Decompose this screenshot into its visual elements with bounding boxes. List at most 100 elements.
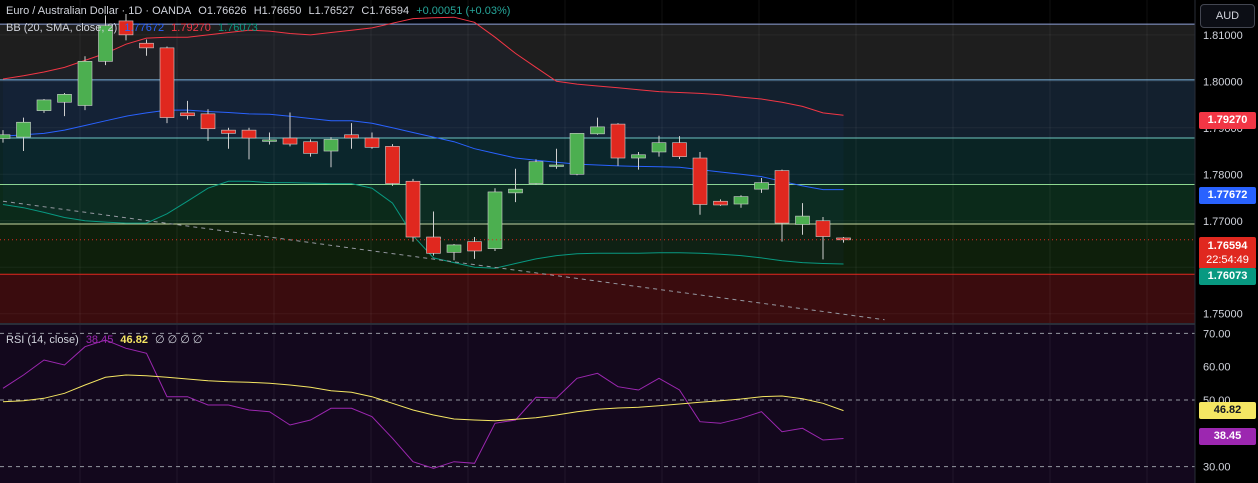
- zone-band: [0, 224, 1195, 275]
- candle: [16, 117, 31, 152]
- candle: [754, 177, 769, 193]
- bb-lower-line: [2, 180, 844, 269]
- candle-body: [344, 134, 359, 139]
- candle-body: [549, 164, 564, 167]
- candle: [77, 56, 93, 111]
- currency-label: AUD: [1215, 10, 1240, 22]
- candle-body: [508, 188, 523, 194]
- candle: [549, 148, 564, 169]
- candle: [221, 127, 236, 149]
- candle-body: [692, 157, 708, 205]
- close-value: C1.76594: [361, 5, 410, 17]
- candlestick-series: [0, 13, 851, 261]
- rsi-tick-label: 70.00: [1203, 328, 1231, 340]
- candle-body: [385, 146, 400, 184]
- rsi-tag-text: 38.45: [1213, 430, 1242, 442]
- bb-upper-price-tag: 1.79270: [1199, 112, 1256, 129]
- candle-body: [610, 123, 626, 159]
- change-value: +0.00051 (+0.03%): [416, 5, 511, 17]
- candle: [241, 127, 257, 160]
- bb-basis-price-tag: 1.77672: [1199, 187, 1256, 204]
- candle: [815, 217, 831, 260]
- candle-body: [815, 220, 831, 237]
- rsi-tick-label: 60.00: [1203, 362, 1231, 374]
- horizontal-levels: [0, 23, 1195, 275]
- rsi-ma-legend-value: 46.82: [120, 334, 148, 346]
- grid-lines: [0, 0, 1195, 483]
- candle: [631, 151, 646, 170]
- candle: [836, 237, 851, 243]
- candle: [200, 109, 216, 141]
- candle-body: [774, 170, 790, 224]
- candle-body: [487, 191, 503, 249]
- candle-body: [303, 141, 318, 154]
- candle-body: [118, 20, 134, 36]
- candle-body: [528, 161, 544, 184]
- bb-basis-tag-text: 1.77672: [1207, 189, 1248, 201]
- price-tick-label: 1.75000: [1203, 309, 1243, 321]
- open-value: O1.76626: [198, 5, 247, 17]
- price-zone-bands: [0, 24, 1195, 483]
- rsi-line: [2, 339, 844, 469]
- rsi-legend-value: 38.45: [85, 334, 114, 346]
- bb-upper-line: [2, 16, 844, 116]
- candle-body: [467, 241, 482, 252]
- low-value: L1.76527: [308, 5, 355, 17]
- symbol-header: Euro / Australian Dollar · 1D · OANDA O1…: [6, 5, 514, 17]
- candle: [713, 199, 728, 206]
- bar-countdown: 22:54:49: [1206, 254, 1249, 266]
- rsi-ma-line: [2, 374, 844, 422]
- candle: [467, 237, 482, 259]
- candle: [385, 144, 400, 186]
- symbol-title[interactable]: Euro / Australian Dollar · 1D · OANDA: [6, 5, 192, 17]
- zone-band: [0, 24, 1195, 80]
- candle-body: [836, 237, 851, 241]
- candle-body: [569, 133, 585, 175]
- candle: [282, 112, 298, 147]
- bb-fill: [3, 17, 844, 269]
- candle-body: [795, 215, 810, 225]
- currency-selector[interactable]: AUD: [1200, 4, 1255, 28]
- candle-body: [754, 182, 769, 190]
- bb-legend[interactable]: BB (20, SMA, close, 2) 1.77672 1.79270 1…: [6, 22, 262, 34]
- rsi-legend[interactable]: RSI (14, close) 38.45 46.82 ∅ ∅ ∅ ∅: [6, 333, 207, 346]
- candle-body: [36, 99, 52, 111]
- candle-body: [221, 129, 236, 134]
- zone-band: [0, 138, 1195, 185]
- candle: [344, 123, 359, 149]
- rsi-pane: [0, 323, 1258, 469]
- rsi-legend-name: RSI (14, close): [6, 334, 79, 346]
- price-tick-label: 1.78000: [1203, 169, 1243, 181]
- price-tick-label: 1.77000: [1203, 216, 1243, 228]
- candle: [303, 139, 318, 157]
- candle: [405, 178, 421, 242]
- candle: [98, 15, 113, 66]
- last-price-text: 1.76594: [1207, 240, 1248, 252]
- zone-band: [0, 274, 1195, 323]
- candle-body: [364, 137, 380, 148]
- candle: [569, 133, 585, 176]
- candle: [651, 135, 667, 157]
- candle-body: [323, 139, 339, 152]
- bb-legend-name: BB (20, SMA, close, 2): [6, 22, 118, 34]
- candle: [774, 169, 790, 242]
- bb-lower-value: 1.76073: [217, 22, 258, 34]
- candle-body: [77, 61, 93, 106]
- candle-body: [713, 200, 728, 206]
- rsi-legend-extra: ∅ ∅ ∅ ∅: [155, 334, 203, 346]
- bb-upper-value: 1.79270: [171, 22, 211, 34]
- bb-lower-price-tag: 1.76073: [1199, 268, 1256, 285]
- candle: [36, 98, 52, 113]
- candle-body: [241, 129, 257, 139]
- candle-body: [57, 94, 72, 103]
- candle-body: [98, 25, 113, 62]
- price-tick-label: 1.80000: [1203, 76, 1243, 88]
- candle: [426, 211, 441, 256]
- candle: [692, 151, 708, 215]
- candle-body: [282, 137, 298, 145]
- candle-body: [16, 121, 31, 138]
- candle-body: [405, 180, 421, 238]
- candle: [118, 13, 134, 41]
- high-value: H1.76650: [253, 5, 302, 17]
